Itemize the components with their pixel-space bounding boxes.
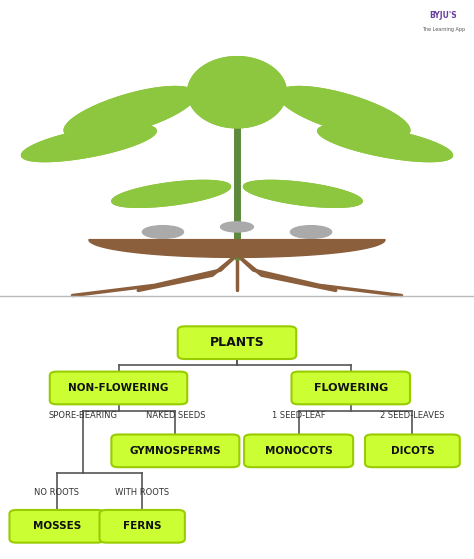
FancyBboxPatch shape xyxy=(100,510,185,543)
Polygon shape xyxy=(244,181,362,207)
Text: BYJU'S: BYJU'S xyxy=(429,11,457,20)
Text: NON-FLOWERING: NON-FLOWERING xyxy=(68,383,169,393)
Polygon shape xyxy=(21,125,156,162)
Polygon shape xyxy=(244,181,362,207)
FancyBboxPatch shape xyxy=(178,326,296,359)
FancyBboxPatch shape xyxy=(403,3,474,42)
FancyBboxPatch shape xyxy=(9,510,104,543)
Polygon shape xyxy=(278,87,410,139)
Text: 2 SEED-LEAVES: 2 SEED-LEAVES xyxy=(380,411,445,420)
Polygon shape xyxy=(64,87,196,139)
Text: SPORE-BEARING: SPORE-BEARING xyxy=(48,411,118,420)
Text: MONOCOTS: MONOCOTS xyxy=(265,446,332,456)
FancyBboxPatch shape xyxy=(111,434,239,467)
Circle shape xyxy=(220,222,254,232)
Text: THE CLASSIFICATION OF PLANTS: THE CLASSIFICATION OF PLANTS xyxy=(44,13,373,31)
Text: NO ROOTS: NO ROOTS xyxy=(35,488,79,497)
Polygon shape xyxy=(64,87,196,139)
Polygon shape xyxy=(278,87,410,139)
Circle shape xyxy=(291,226,332,238)
Polygon shape xyxy=(188,56,286,128)
Text: WITH ROOTS: WITH ROOTS xyxy=(115,488,169,497)
Text: GYMNOSPERMS: GYMNOSPERMS xyxy=(129,446,221,456)
Polygon shape xyxy=(318,125,453,162)
Polygon shape xyxy=(188,56,286,128)
Polygon shape xyxy=(21,125,156,162)
Circle shape xyxy=(142,226,183,238)
Text: PLANTS: PLANTS xyxy=(210,336,264,349)
Text: MOSSES: MOSSES xyxy=(33,522,81,531)
Text: NAKED SEEDS: NAKED SEEDS xyxy=(146,411,205,420)
Text: DICOTS: DICOTS xyxy=(391,446,434,456)
Polygon shape xyxy=(89,240,385,257)
Text: 1 SEED-LEAF: 1 SEED-LEAF xyxy=(272,411,326,420)
FancyBboxPatch shape xyxy=(365,434,460,467)
Text: FERNS: FERNS xyxy=(123,522,162,531)
Polygon shape xyxy=(112,181,230,207)
FancyBboxPatch shape xyxy=(292,372,410,404)
Polygon shape xyxy=(318,125,453,162)
Text: FLOWERING: FLOWERING xyxy=(314,383,388,393)
FancyBboxPatch shape xyxy=(50,372,187,404)
FancyBboxPatch shape xyxy=(244,434,353,467)
Polygon shape xyxy=(112,181,230,207)
Text: The Learning App: The Learning App xyxy=(422,27,465,31)
